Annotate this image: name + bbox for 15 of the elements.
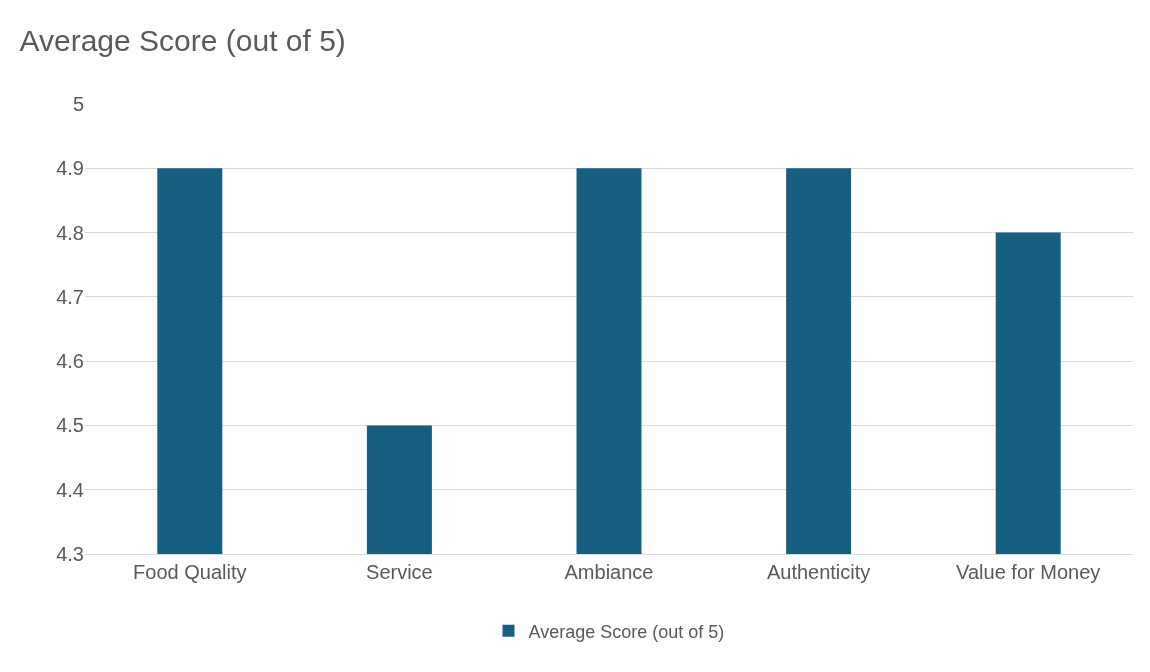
x-tick-label: Food Quality (133, 561, 247, 583)
y-tick-label: 4.6 (56, 350, 84, 373)
legend-label: Average Score (out of 5) (528, 621, 725, 642)
y-tick-label: 4.8 (56, 221, 84, 244)
x-tick-label: Authenticity (766, 561, 871, 583)
x-tick-label: Value for Money (956, 561, 1101, 583)
x-tick-label: Ambiance (564, 561, 654, 583)
chart-title: Average Score (out of 5) (19, 24, 346, 58)
x-tick-label: Service (366, 561, 433, 583)
y-tick-label: 4.3 (56, 543, 84, 565)
y-tick-label: 4.5 (56, 414, 84, 437)
y-tick-label: 4.7 (56, 285, 84, 308)
y-tick-label: 4.4 (56, 478, 84, 501)
y-tick-label: 4.9 (56, 157, 84, 180)
y-tick-label: 5 (72, 93, 84, 115)
